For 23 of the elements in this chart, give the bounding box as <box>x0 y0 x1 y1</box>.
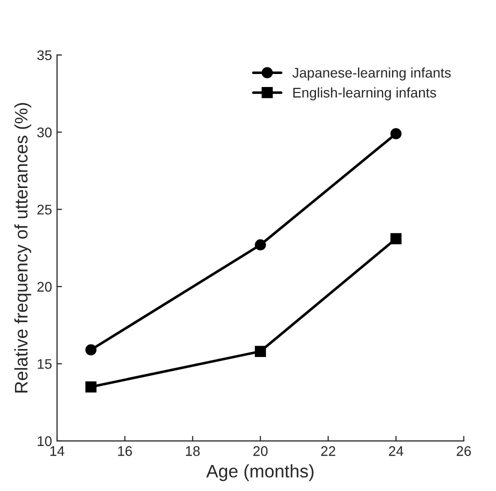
legend-label: English-learning infants <box>293 87 436 100</box>
legend-label: Japanese-learning infants <box>292 67 451 80</box>
y-axis-title: Relative frequency of utterances (%) <box>14 103 32 392</box>
point <box>254 346 266 357</box>
x-tick-label: 26 <box>456 446 471 456</box>
x-tick-label: 14 <box>50 446 64 456</box>
point <box>390 233 402 244</box>
y-tick-label: 35 <box>37 50 52 60</box>
point <box>85 381 96 392</box>
point <box>85 344 96 356</box>
y-tick-label: 30 <box>37 128 52 138</box>
x-tick-label: 24 <box>388 446 404 456</box>
x-tick-label: 18 <box>186 446 200 456</box>
point <box>254 239 266 250</box>
y-tick-label: 20 <box>37 282 52 292</box>
y-tick-label: 15 <box>38 359 52 369</box>
y-tick-label: 25 <box>37 204 52 215</box>
point <box>390 128 402 140</box>
x-tick-label: 16 <box>118 446 132 456</box>
x-tick-label: 22 <box>321 446 336 456</box>
x-tick-label: 20 <box>253 446 268 456</box>
x-axis-title: Age (months) <box>206 464 314 482</box>
y-tick-label: 10 <box>38 436 52 446</box>
